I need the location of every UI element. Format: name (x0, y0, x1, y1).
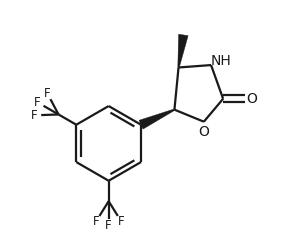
Text: F: F (118, 215, 125, 228)
Polygon shape (178, 34, 188, 67)
Polygon shape (139, 109, 175, 129)
Text: F: F (105, 219, 112, 232)
Text: NH: NH (211, 54, 232, 68)
Text: F: F (93, 215, 99, 228)
Text: F: F (31, 109, 38, 122)
Text: F: F (34, 96, 41, 109)
Text: F: F (44, 87, 51, 100)
Text: O: O (246, 92, 257, 106)
Text: O: O (198, 125, 209, 139)
